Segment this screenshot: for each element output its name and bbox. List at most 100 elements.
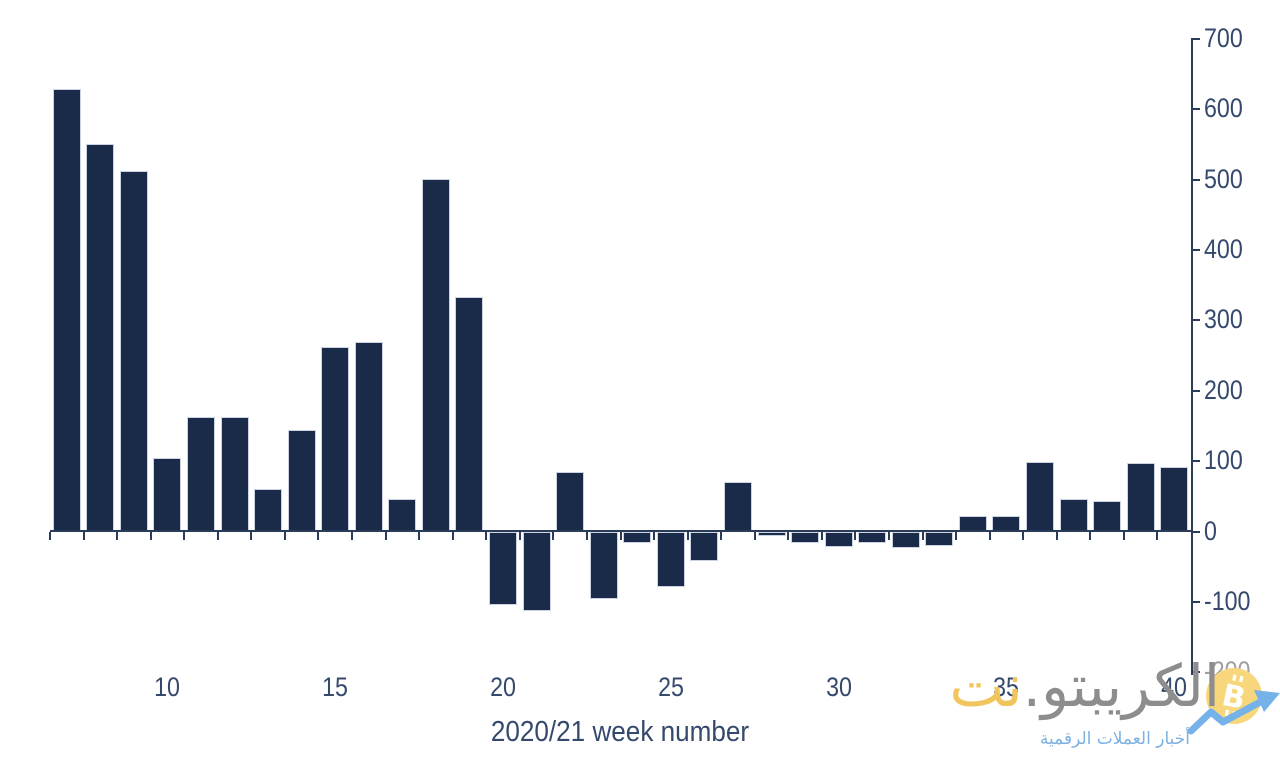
x-minor-tick [518, 532, 521, 540]
x-minor-tick [955, 532, 958, 540]
x-minor-tick [216, 532, 219, 540]
x-minor-tick [653, 532, 656, 540]
growth-arrow-icon [1187, 690, 1280, 735]
x-minor-tick [451, 532, 454, 540]
bar-week-39 [1126, 462, 1155, 531]
y-tick [1193, 530, 1200, 533]
y-axis-line [1191, 38, 1193, 675]
bar-week-18 [421, 179, 450, 531]
x-minor-tick [753, 532, 756, 540]
bar-week-24 [623, 532, 652, 544]
x-minor-tick [887, 532, 890, 540]
bar-week-21 [522, 532, 551, 611]
x-minor-tick [183, 532, 186, 540]
bar-week-12 [220, 416, 249, 531]
bar-week-23 [589, 532, 618, 599]
bar-week-40 [1160, 466, 1189, 531]
x-minor-tick [1122, 532, 1125, 540]
x-axis-zero-line [50, 530, 1193, 532]
x-minor-tick [49, 532, 51, 540]
x-minor-tick [820, 532, 823, 540]
y-tick-label: 500 [1204, 163, 1243, 194]
y-tick-label: 700 [1204, 22, 1243, 53]
x-tick-label: 40 [1161, 672, 1188, 702]
x-tick-label: 20 [490, 672, 516, 702]
watermark-dot: . [1022, 652, 1042, 720]
bar-week-36 [1025, 462, 1054, 531]
y-tick-label: 200 [1204, 374, 1243, 405]
x-minor-tick [116, 532, 119, 540]
x-minor-tick [1089, 532, 1092, 540]
bar-week-38 [1093, 500, 1122, 531]
y-tick-label: 300 [1204, 304, 1243, 335]
bar-week-25 [656, 532, 685, 587]
x-minor-tick [384, 532, 387, 540]
x-tick-label: 35 [993, 672, 1020, 702]
x-minor-tick [686, 532, 689, 540]
bar-week-13 [254, 488, 283, 531]
x-minor-tick [585, 532, 588, 540]
x-minor-tick [351, 532, 354, 540]
x-minor-tick [787, 532, 790, 540]
x-minor-tick [418, 532, 421, 540]
bar-week-33 [925, 532, 954, 547]
bar-week-35 [992, 516, 1021, 531]
bar-week-8 [86, 143, 115, 531]
watermark-name-net: نت [949, 652, 1023, 720]
bar-week-31 [858, 532, 887, 544]
y-tick [1193, 178, 1200, 181]
x-minor-tick [250, 532, 253, 540]
watermark-name-gray: الكريبتو [1041, 652, 1220, 720]
y-tick-label: 600 [1204, 93, 1243, 124]
x-tick-label: 30 [825, 672, 852, 702]
bar-week-30 [824, 532, 853, 547]
x-minor-tick [988, 532, 991, 540]
bar-week-14 [287, 429, 316, 531]
x-minor-tick [1022, 532, 1025, 540]
y-tick-label: -100 [1204, 585, 1251, 616]
x-minor-tick [720, 532, 723, 540]
x-minor-tick [317, 532, 320, 540]
x-minor-tick [283, 532, 286, 540]
x-minor-tick [854, 532, 857, 540]
bar-week-9 [119, 170, 148, 531]
bar-week-7 [52, 88, 81, 531]
watermark-tagline: أخبار العملات الرقمية [1039, 729, 1190, 749]
y-tick [1193, 389, 1200, 392]
x-minor-tick [1156, 532, 1159, 540]
bar-week-22 [556, 471, 585, 531]
bar-week-28 [757, 532, 786, 536]
bar-week-19 [455, 296, 484, 531]
x-minor-tick [552, 532, 555, 540]
y-tick [1193, 600, 1200, 603]
y-tick [1193, 108, 1200, 111]
y-tick-label: 100 [1204, 445, 1243, 476]
bar-week-32 [891, 532, 920, 549]
bar-week-20 [489, 532, 518, 606]
bar-week-17 [388, 498, 417, 531]
x-minor-tick [619, 532, 622, 540]
y-tick [1193, 460, 1200, 463]
bar-week-37 [1059, 498, 1088, 531]
bar-week-34 [958, 516, 987, 531]
bar-week-29 [791, 532, 820, 544]
bar-week-27 [723, 481, 752, 531]
x-minor-tick [1055, 532, 1058, 540]
x-tick-label: 10 [154, 672, 181, 702]
x-tick-label: 25 [657, 672, 684, 702]
watermark-site-name: الكريبتو.نت [928, 644, 1220, 728]
bar-week-26 [690, 532, 719, 561]
y-tick [1193, 671, 1200, 674]
x-minor-tick [921, 532, 924, 540]
x-minor-tick [82, 532, 85, 540]
bar-week-16 [354, 342, 383, 531]
y-tick [1193, 37, 1200, 40]
y-tick-label: 0 [1204, 515, 1217, 546]
y-tick [1193, 248, 1200, 251]
x-minor-tick [149, 532, 152, 540]
bar-week-15 [321, 346, 350, 531]
y-tick-label: 400 [1204, 233, 1243, 264]
x-axis-title: 2020/21 week number [490, 716, 750, 748]
x-tick-label: 15 [322, 672, 349, 702]
